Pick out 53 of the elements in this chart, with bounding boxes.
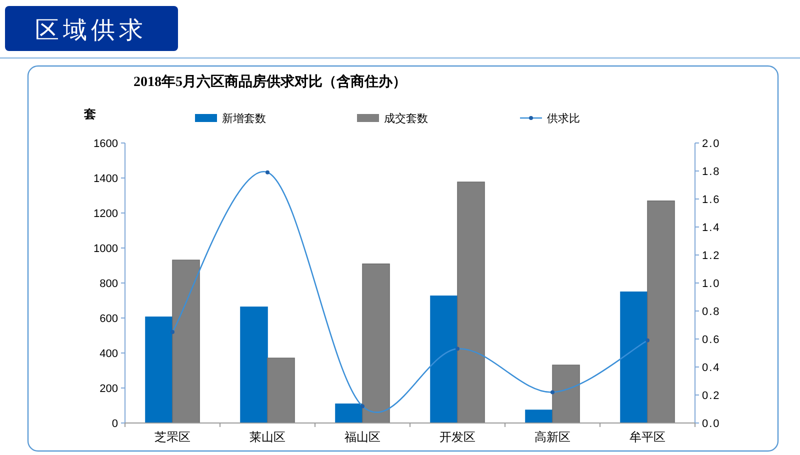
- x-tick-label: 高新区: [534, 430, 570, 444]
- y2-tick-label: 0.6: [702, 334, 720, 346]
- legend-item: 成交套数: [357, 113, 428, 125]
- bar: [620, 292, 648, 424]
- y2-tick-label: 1.6: [702, 194, 720, 206]
- bar: [647, 200, 675, 424]
- legend-label: 成交套数: [384, 112, 428, 125]
- y-tick-label: 200: [100, 383, 118, 395]
- point: [550, 390, 554, 394]
- y2-tick-label: 0.2: [702, 390, 720, 402]
- y-tick-label: 800: [100, 278, 118, 290]
- y2-tick-label: 0.0: [702, 418, 720, 430]
- y2-tick-label: 2.0: [702, 138, 720, 150]
- bar: [335, 404, 363, 424]
- point: [170, 330, 174, 334]
- legend-label: 供求比: [547, 112, 580, 125]
- y2-tick-label: 1.4: [702, 222, 720, 234]
- bar: [145, 316, 173, 424]
- bar: [430, 296, 458, 424]
- point: [456, 346, 460, 351]
- bar: [525, 410, 553, 424]
- y2-tick-label: 1.2: [702, 250, 720, 262]
- x-tick-label: 莱山区: [250, 430, 286, 444]
- y-tick-label: 1000: [94, 243, 118, 255]
- y-tick-label: 600: [100, 313, 118, 325]
- y2-tick-label: 1.8: [702, 166, 720, 178]
- bar: [552, 364, 580, 424]
- y2-tick-label: 0.8: [702, 306, 720, 318]
- bar: [362, 264, 390, 424]
- x-tick-label: 牟平区: [630, 430, 666, 444]
- chart-title: 2018年5月六区商品房供求对比（含商住办）: [134, 73, 406, 90]
- y-tick-label: 1200: [94, 208, 118, 220]
- y2-tick-label: 0.4: [702, 362, 720, 374]
- x-tick-label: 福山区: [344, 430, 380, 444]
- y-tick-label: 0: [112, 418, 118, 430]
- legend-item: 供求比: [520, 113, 580, 125]
- legend-label: 新增套数: [222, 112, 266, 125]
- bar: [457, 182, 485, 424]
- x-tick-label: 开发区: [440, 430, 476, 444]
- bar: [172, 260, 200, 424]
- bar: [240, 306, 268, 424]
- point: [646, 338, 650, 342]
- y2-tick-label: 1.0: [702, 278, 720, 290]
- bar: [267, 358, 295, 424]
- y-tick-label: 400: [100, 348, 118, 360]
- x-tick-label: 芝罘区: [154, 430, 190, 444]
- legend-item: 新增套数: [195, 113, 266, 125]
- y-tick-label: 1400: [94, 173, 118, 185]
- point: [360, 404, 364, 408]
- y-axis-title: 套: [83, 107, 96, 121]
- y-tick-label: 1600: [94, 138, 118, 150]
- point: [266, 170, 270, 174]
- annotation: 区域供求: [5, 6, 178, 51]
